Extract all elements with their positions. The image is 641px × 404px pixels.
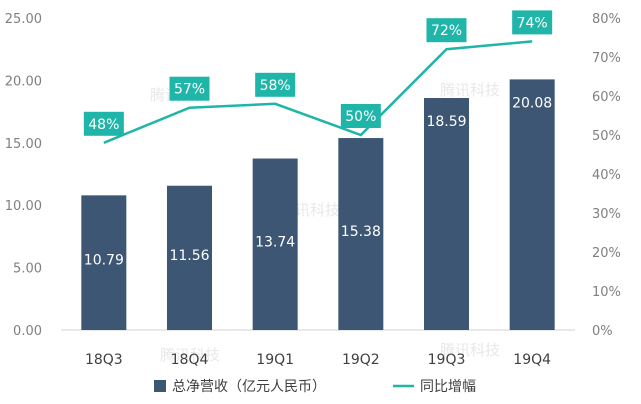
line-label-box bbox=[426, 18, 467, 43]
growth-line bbox=[103, 40, 533, 144]
line-label-text: 58% bbox=[260, 78, 291, 94]
line-label-box bbox=[169, 76, 210, 101]
bar-value-label: 18.59 bbox=[426, 114, 466, 130]
left-tick-label: 15.00 bbox=[5, 137, 42, 152]
line-label-box bbox=[512, 10, 553, 35]
line-data-labels: 48% 57% 58% 50% 72% 74% bbox=[83, 10, 553, 136]
line-label-text: 74% bbox=[517, 15, 548, 31]
left-tick-label: 10.00 bbox=[5, 199, 42, 214]
category-label: 19Q4 bbox=[513, 352, 551, 368]
right-tick-label: 30% bbox=[592, 207, 621, 222]
bar-value-label: 13.74 bbox=[255, 234, 295, 250]
category-label: 19Q3 bbox=[428, 352, 466, 368]
line-label-box bbox=[83, 111, 124, 136]
line-label-text: 50% bbox=[345, 109, 376, 125]
category-label: 18Q3 bbox=[85, 352, 123, 368]
left-axis-ticks: 0.00 5.00 10.00 15.00 20.00 25.00 bbox=[5, 12, 42, 339]
legend-line-label: 同比增幅 bbox=[420, 379, 476, 395]
right-tick-label: 60% bbox=[592, 90, 621, 105]
bar-value-label: 15.38 bbox=[341, 224, 381, 240]
left-tick-label: 5.00 bbox=[13, 262, 42, 277]
left-tick-label: 20.00 bbox=[5, 74, 42, 89]
bar bbox=[338, 138, 384, 330]
line-value-label: 57% bbox=[169, 76, 210, 101]
right-tick-label: 0% bbox=[592, 324, 613, 339]
line-label-text: 57% bbox=[174, 82, 205, 98]
bar-value-label: 10.79 bbox=[84, 253, 124, 269]
category-label: 19Q2 bbox=[342, 352, 380, 368]
legend-bar-swatch bbox=[154, 380, 166, 392]
right-tick-label: 50% bbox=[592, 129, 621, 144]
bar bbox=[81, 195, 127, 330]
line-value-label: 74% bbox=[512, 10, 553, 35]
bar-data-labels: 10.79 11.56 13.74 15.38 18.59 20.08 bbox=[84, 95, 552, 268]
line-value-label: 58% bbox=[255, 72, 296, 97]
right-tick-label: 40% bbox=[592, 168, 621, 183]
right-axis-ticks: 0% 10% 20% 30% 40% 50% 60% 70% 80% bbox=[592, 12, 621, 339]
bar bbox=[509, 79, 555, 330]
legend-bar-label: 总净营收（亿元人民币） bbox=[172, 379, 326, 395]
left-tick-label: 0.00 bbox=[13, 324, 42, 339]
watermark-text: 腾讯科技 bbox=[160, 346, 220, 364]
line-label-box bbox=[340, 104, 381, 128]
bar-value-label: 20.08 bbox=[512, 95, 552, 111]
line-label-text: 48% bbox=[88, 117, 119, 133]
bar bbox=[252, 158, 298, 330]
line-label-text: 72% bbox=[431, 23, 462, 39]
right-tick-label: 70% bbox=[592, 51, 621, 66]
watermark-text: 腾讯科技 bbox=[440, 341, 500, 359]
category-labels: 18Q3 18Q4 19Q1 19Q2 19Q3 19Q4 bbox=[85, 352, 551, 368]
right-tick-label: 20% bbox=[592, 246, 621, 261]
right-tick-label: 80% bbox=[592, 12, 621, 27]
legend: 总净营收（亿元人民币） 同比增幅 bbox=[154, 379, 476, 395]
line-label-box bbox=[255, 72, 296, 97]
watermark-text: 腾讯科技 bbox=[440, 81, 500, 99]
line-value-label: 50% bbox=[340, 104, 381, 128]
right-tick-label: 10% bbox=[592, 285, 621, 300]
bar bbox=[167, 185, 212, 330]
bar bbox=[424, 97, 469, 331]
category-label: 18Q4 bbox=[171, 352, 209, 368]
line-value-label: 72% bbox=[426, 18, 467, 43]
bar-value-label: 11.56 bbox=[169, 248, 209, 264]
line-value-label: 48% bbox=[83, 111, 124, 136]
category-label: 19Q1 bbox=[256, 352, 294, 368]
left-tick-label: 25.00 bbox=[5, 12, 42, 27]
bar-series bbox=[81, 79, 555, 331]
